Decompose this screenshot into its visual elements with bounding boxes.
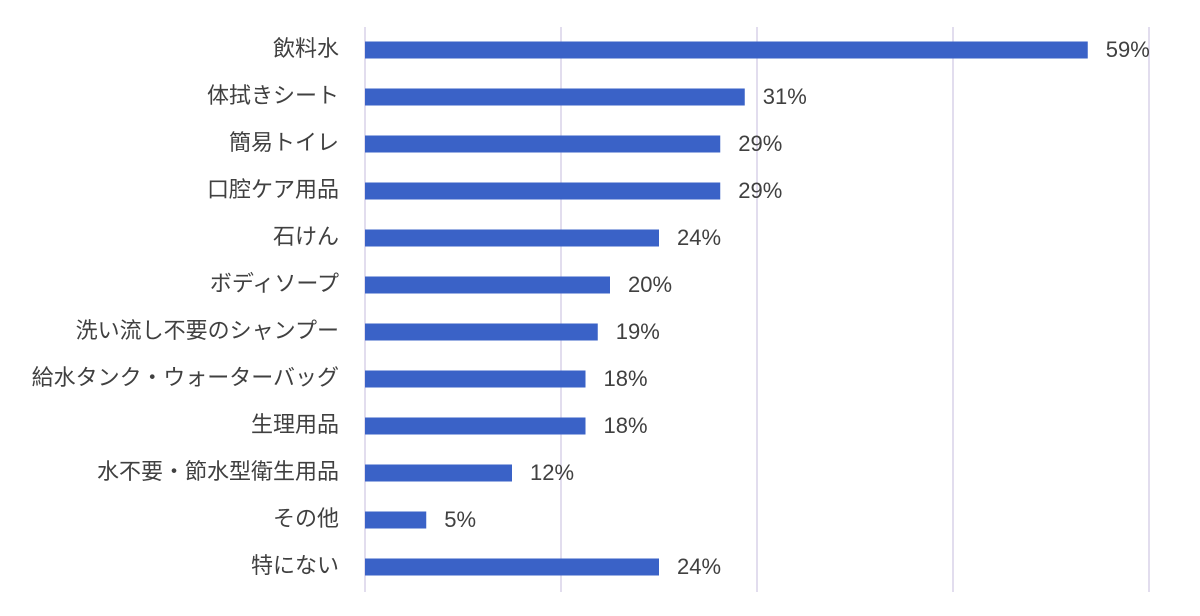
category-label: 飲料水 — [273, 37, 339, 62]
category-label: 洗い流し不要のシャンプー — [76, 319, 339, 344]
value-labels: 59%31%29%29%24%20%19%18%18%12%5%24% — [444, 37, 1150, 579]
value-label: 59% — [1106, 37, 1150, 62]
category-label: 石けん — [273, 225, 339, 250]
bar — [365, 417, 586, 435]
bar — [365, 511, 427, 529]
bar — [365, 88, 745, 106]
bar — [365, 135, 721, 153]
value-label: 31% — [763, 84, 807, 109]
category-label: 特にない — [251, 554, 339, 579]
category-label: 体拭きシート — [207, 84, 339, 109]
bar — [365, 558, 659, 576]
value-label: 29% — [738, 178, 782, 203]
value-label: 24% — [677, 225, 721, 250]
category-label: その他 — [273, 507, 339, 532]
bar — [365, 276, 610, 294]
bar — [365, 323, 598, 341]
category-label: 簡易トイレ — [229, 131, 339, 156]
bar — [365, 182, 721, 200]
category-label: 給水タンク・ウォーターバッグ — [32, 366, 339, 391]
value-label: 12% — [530, 460, 574, 485]
grid-lines — [364, 27, 1150, 592]
bar — [365, 41, 1088, 59]
category-label: 水不要・節水型衛生用品 — [97, 460, 339, 485]
bars — [365, 41, 1088, 576]
category-label: 生理用品 — [251, 413, 339, 438]
value-label: 18% — [604, 366, 648, 391]
value-label: 18% — [604, 413, 648, 438]
bar — [365, 464, 512, 482]
value-label: 5% — [444, 507, 476, 532]
category-label: ボディソープ — [210, 272, 339, 297]
bar — [365, 370, 586, 388]
category-label: 口腔ケア用品 — [207, 178, 339, 203]
value-label: 19% — [616, 319, 660, 344]
value-label: 24% — [677, 554, 721, 579]
bar — [365, 229, 659, 247]
value-label: 20% — [628, 272, 672, 297]
category-labels: 飲料水体拭きシート簡易トイレ口腔ケア用品石けんボディソープ洗い流し不要のシャンプ… — [32, 37, 339, 579]
value-label: 29% — [738, 131, 782, 156]
